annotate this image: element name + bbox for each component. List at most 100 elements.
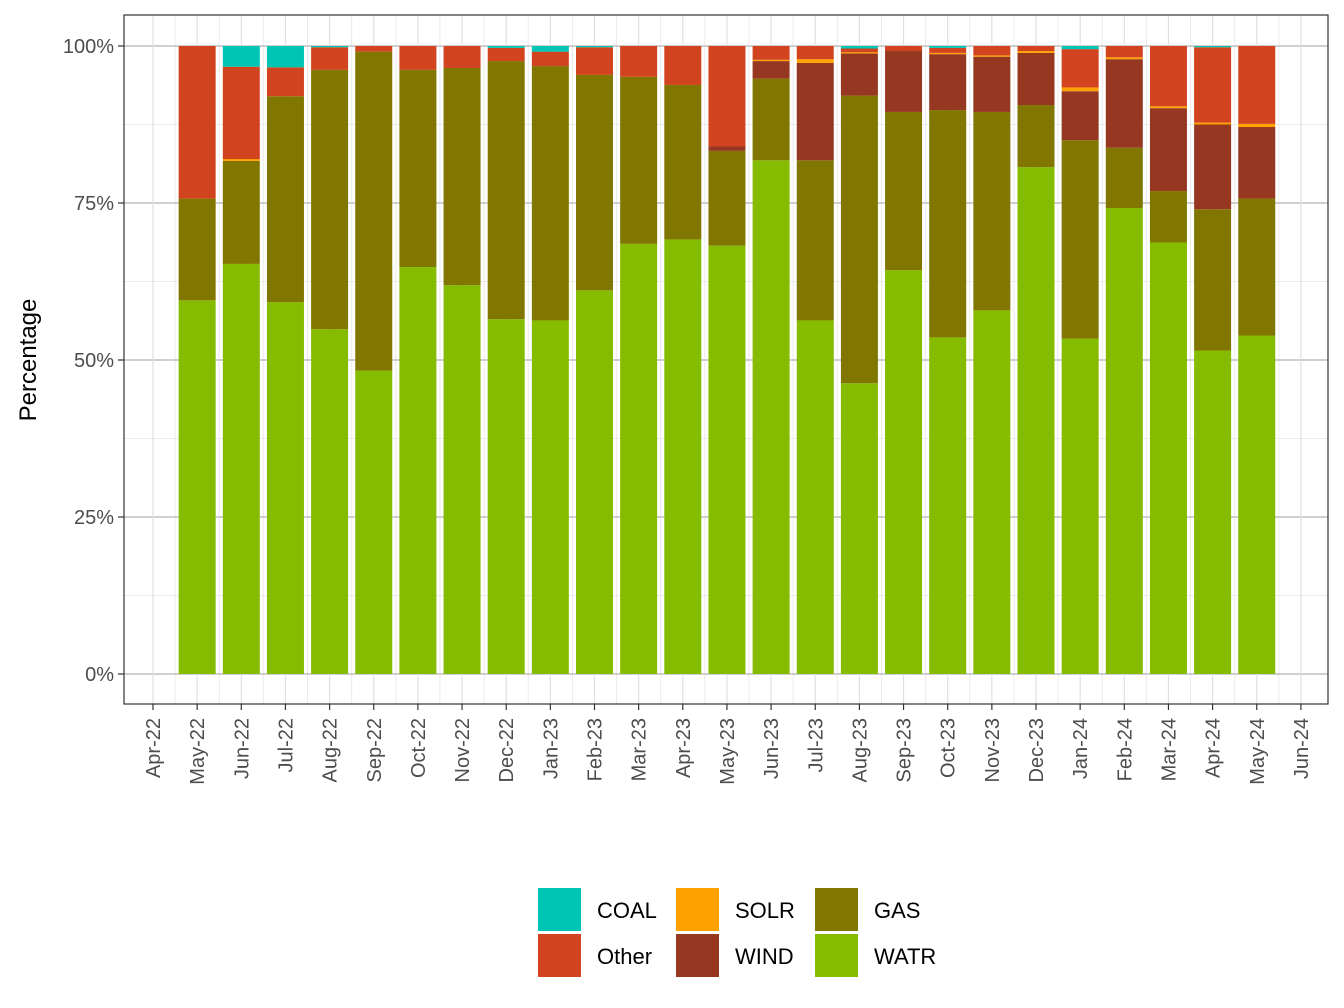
bar-watr-feb-23	[576, 290, 613, 674]
legend-key-coal	[538, 888, 581, 931]
bar-wind-jun-23	[752, 61, 790, 79]
y-tick-label: 0%	[85, 664, 114, 686]
x-tick-label: Dec-23	[1026, 718, 1048, 782]
bar-gas-apr-24	[1194, 209, 1232, 351]
bar-gas-may-22	[178, 198, 216, 301]
bar-watr-dec-23	[1017, 167, 1055, 675]
bar-coal-jul-22	[266, 46, 304, 68]
x-tick-label: Feb-24	[1114, 718, 1136, 781]
bar-solr-feb-24	[1105, 57, 1143, 60]
x-tick-label: Jul-22	[275, 718, 297, 772]
x-tick-label: Apr-22	[143, 718, 165, 778]
bar-watr-nov-22	[443, 285, 481, 674]
bar-other-apr-23	[664, 46, 702, 85]
y-axis: 0% 25% 50% 75% 100%	[63, 36, 124, 686]
bar-coal-oct-23	[929, 46, 967, 48]
legend-label-coal: COAL	[597, 898, 657, 923]
bar-wind-jan-24	[1061, 91, 1099, 141]
bar-solr-jun-23	[752, 59, 790, 62]
bar-watr-oct-23	[929, 337, 967, 674]
bar-other-nov-22	[443, 46, 481, 68]
bar-other-jan-23	[531, 51, 569, 67]
bar-other-dec-22	[487, 47, 525, 62]
legend: COAL SOLR GAS Other WIND WATR	[538, 888, 936, 977]
x-tick-label: Nov-23	[982, 718, 1004, 782]
legend-key-solr	[676, 888, 719, 931]
bar-solr-jul-23	[796, 59, 834, 63]
x-tick-label: Sep-22	[364, 718, 386, 783]
bar-gas-aug-23	[840, 95, 878, 384]
legend-label-solr: SOLR	[735, 898, 795, 923]
bar-other-may-23	[708, 46, 746, 147]
bar-gas-feb-24	[1105, 147, 1143, 209]
bar-wind-feb-24	[1105, 59, 1143, 148]
bar-wind-nov-23	[973, 56, 1011, 112]
y-tick-label: 75%	[74, 193, 114, 215]
bar-gas-jul-23	[796, 160, 834, 321]
x-tick-label: Jun-23	[761, 718, 783, 779]
bar-wind-jul-23	[796, 62, 834, 161]
bar-coal-jan-23	[531, 46, 569, 52]
y-axis-title: Percentage	[15, 299, 42, 422]
bar-solr-aug-23	[840, 52, 878, 54]
bar-other-dec-23	[1017, 46, 1055, 52]
bar-solr-dec-23	[1017, 51, 1055, 53]
bars	[178, 46, 1276, 675]
bar-other-apr-24	[1194, 47, 1232, 123]
bar-watr-jun-22	[222, 263, 260, 674]
bar-watr-jun-23	[752, 160, 790, 674]
bar-gas-nov-23	[973, 111, 1011, 311]
bar-watr-sep-22	[355, 370, 393, 674]
legend-key-other	[538, 934, 581, 977]
bar-other-oct-23	[929, 47, 967, 53]
bar-watr-aug-22	[311, 329, 349, 674]
x-tick-label: Aug-22	[320, 718, 342, 783]
bar-wind-aug-23	[840, 53, 878, 96]
x-tick-label: Jun-24	[1291, 718, 1313, 779]
bar-other-aug-23	[840, 48, 878, 53]
bar-other-jun-22	[222, 66, 260, 160]
bar-watr-aug-23	[840, 383, 878, 674]
bar-wind-apr-24	[1194, 124, 1232, 210]
bar-solr-mar-24	[1149, 106, 1187, 109]
legend-label-gas: GAS	[874, 898, 920, 923]
x-tick-label: May-22	[187, 718, 209, 785]
bar-gas-sep-23	[885, 111, 923, 271]
bar-other-jun-23	[752, 46, 790, 60]
bar-coal-aug-22	[311, 46, 349, 48]
bar-other-may-24	[1238, 46, 1276, 124]
bar-gas-feb-23	[576, 74, 613, 291]
bar-other-may-22	[178, 46, 216, 199]
x-tick-label: Feb-23	[585, 718, 607, 781]
x-tick-label: Mar-23	[629, 718, 651, 781]
bar-gas-may-24	[1238, 198, 1276, 336]
bar-watr-jul-23	[796, 320, 834, 674]
x-tick-label: May-23	[717, 718, 739, 785]
x-axis: Apr-22 May-22 Jun-22 Jul-22 Aug-22 Sep-22 Oct-…	[143, 704, 1313, 785]
bar-watr-jan-24	[1061, 338, 1099, 674]
bar-watr-jan-23	[531, 320, 569, 674]
bar-gas-mar-24	[1149, 191, 1187, 243]
bar-watr-may-24	[1238, 335, 1276, 674]
bar-coal-jun-22	[222, 46, 260, 67]
legend-key-watr	[815, 934, 858, 977]
x-tick-label: Apr-24	[1203, 718, 1225, 778]
bar-other-sep-22	[355, 46, 393, 52]
bar-watr-oct-22	[399, 267, 437, 674]
bar-gas-jun-23	[752, 78, 790, 161]
bar-gas-aug-22	[311, 69, 349, 330]
bar-gas-oct-23	[929, 110, 967, 338]
bar-watr-nov-23	[973, 310, 1011, 674]
bar-wind-may-23	[708, 146, 746, 151]
bar-solr-jun-22	[222, 159, 260, 161]
bar-watr-feb-24	[1105, 208, 1143, 675]
y-tick-label: 100%	[63, 36, 114, 58]
bar-gas-may-23	[708, 150, 746, 246]
x-tick-label: Mar-24	[1158, 718, 1180, 781]
bar-other-feb-24	[1105, 46, 1143, 58]
bar-watr-dec-22	[487, 319, 525, 674]
bar-other-jan-24	[1061, 49, 1099, 88]
bar-other-mar-23	[620, 46, 658, 77]
bar-watr-apr-23	[664, 239, 702, 674]
